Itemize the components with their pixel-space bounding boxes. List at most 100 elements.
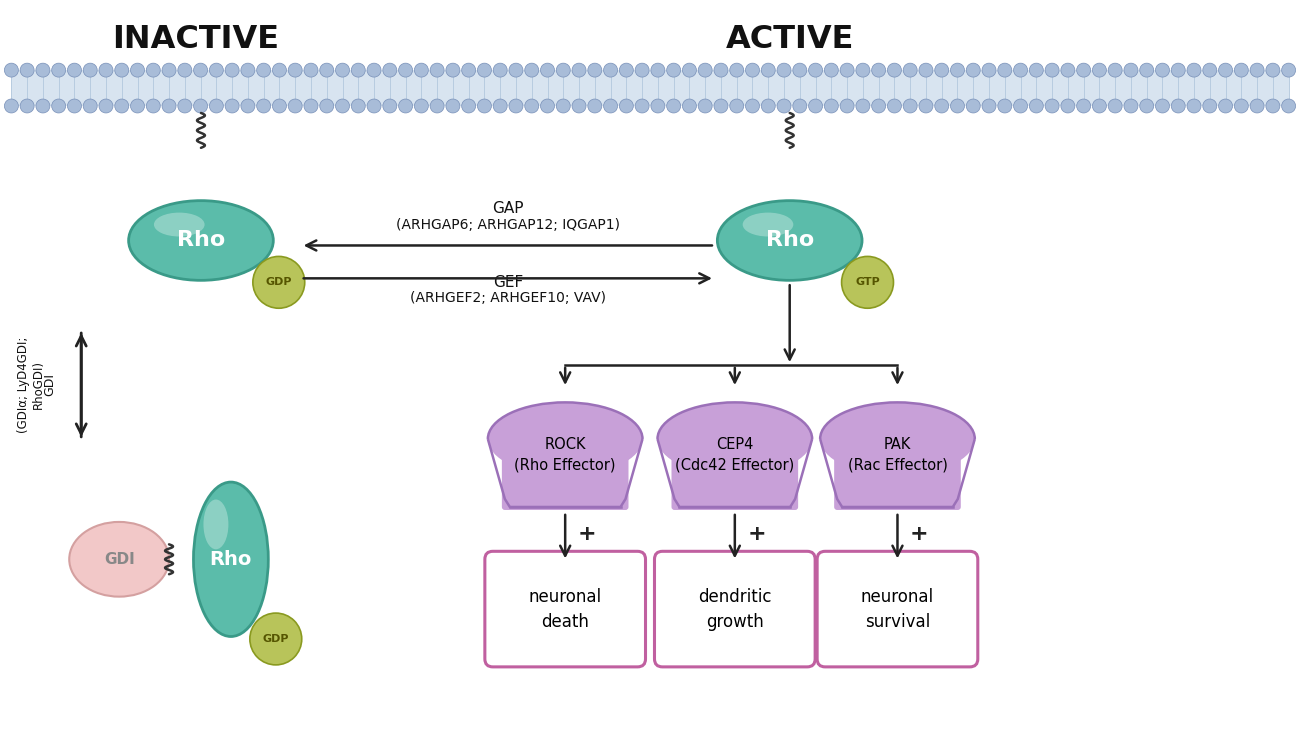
Circle shape [1030,63,1044,77]
Text: GDP: GDP [265,277,292,287]
Text: INACTIVE: INACTIVE [113,24,280,55]
Circle shape [525,99,538,113]
Circle shape [556,63,571,77]
Circle shape [682,63,697,77]
Circle shape [935,63,949,77]
Circle shape [603,63,618,77]
Circle shape [619,99,633,113]
Text: (ARHGEF2; ARHGEF10; VAV): (ARHGEF2; ARHGEF10; VAV) [410,291,606,305]
FancyBboxPatch shape [835,441,961,510]
Text: GTP: GTP [855,277,880,287]
Circle shape [1234,99,1248,113]
Circle shape [682,99,697,113]
Circle shape [99,99,113,113]
Circle shape [855,63,870,77]
Text: +: + [747,524,766,544]
Circle shape [367,99,381,113]
Circle shape [762,99,775,113]
Circle shape [777,99,790,113]
Circle shape [36,99,49,113]
Text: CEP4
(Cdc42 Effector): CEP4 (Cdc42 Effector) [675,437,794,472]
Circle shape [982,99,996,113]
Circle shape [240,63,255,77]
Circle shape [68,63,82,77]
Circle shape [1171,99,1186,113]
Circle shape [83,99,98,113]
Circle shape [446,99,460,113]
Circle shape [462,63,476,77]
Circle shape [745,99,759,113]
Circle shape [966,99,980,113]
Circle shape [178,99,192,113]
Circle shape [793,63,807,77]
Circle shape [667,63,681,77]
Circle shape [919,99,933,113]
Circle shape [698,63,712,77]
Circle shape [903,63,918,77]
Circle shape [541,99,555,113]
Circle shape [335,63,350,77]
Circle shape [1171,63,1186,77]
Circle shape [1140,63,1153,77]
Circle shape [254,256,304,308]
Circle shape [1282,99,1296,113]
Circle shape [1061,63,1075,77]
Circle shape [888,99,901,113]
Circle shape [382,63,396,77]
Circle shape [1108,99,1122,113]
Circle shape [651,63,664,77]
Circle shape [256,99,270,113]
Circle shape [1124,63,1138,77]
Circle shape [4,63,18,77]
Text: +: + [910,524,928,544]
Circle shape [950,99,965,113]
Circle shape [809,99,823,113]
Text: Rho: Rho [177,231,225,251]
Circle shape [729,63,744,77]
Circle shape [477,99,491,113]
Text: GDI: GDI [104,552,134,567]
Circle shape [950,63,965,77]
Circle shape [430,63,445,77]
Circle shape [841,256,893,308]
Circle shape [194,99,208,113]
Circle shape [289,99,302,113]
Circle shape [130,99,144,113]
Text: GEF: GEF [493,275,523,290]
Circle shape [1061,99,1075,113]
Circle shape [636,63,649,77]
Circle shape [462,99,476,113]
Circle shape [68,99,82,113]
Circle shape [745,63,759,77]
Ellipse shape [194,482,268,636]
Circle shape [1156,99,1170,113]
Ellipse shape [488,402,642,476]
Circle shape [855,99,870,113]
Circle shape [588,63,602,77]
Circle shape [36,63,49,77]
Ellipse shape [658,402,812,476]
FancyBboxPatch shape [818,551,978,667]
Circle shape [1266,99,1279,113]
Circle shape [209,63,224,77]
Circle shape [872,99,885,113]
Ellipse shape [204,500,229,549]
Circle shape [335,99,350,113]
Circle shape [998,99,1011,113]
Circle shape [1014,99,1027,113]
Circle shape [1045,99,1060,113]
Text: ACTIVE: ACTIVE [725,24,854,55]
Circle shape [793,99,807,113]
Circle shape [430,99,445,113]
Circle shape [619,63,633,77]
Ellipse shape [153,213,204,236]
Circle shape [541,63,555,77]
Circle shape [888,63,901,77]
Bar [12,70,1288,106]
Circle shape [982,63,996,77]
Circle shape [21,99,34,113]
Circle shape [225,63,239,77]
Circle shape [636,99,649,113]
Circle shape [382,99,396,113]
Circle shape [83,63,98,77]
